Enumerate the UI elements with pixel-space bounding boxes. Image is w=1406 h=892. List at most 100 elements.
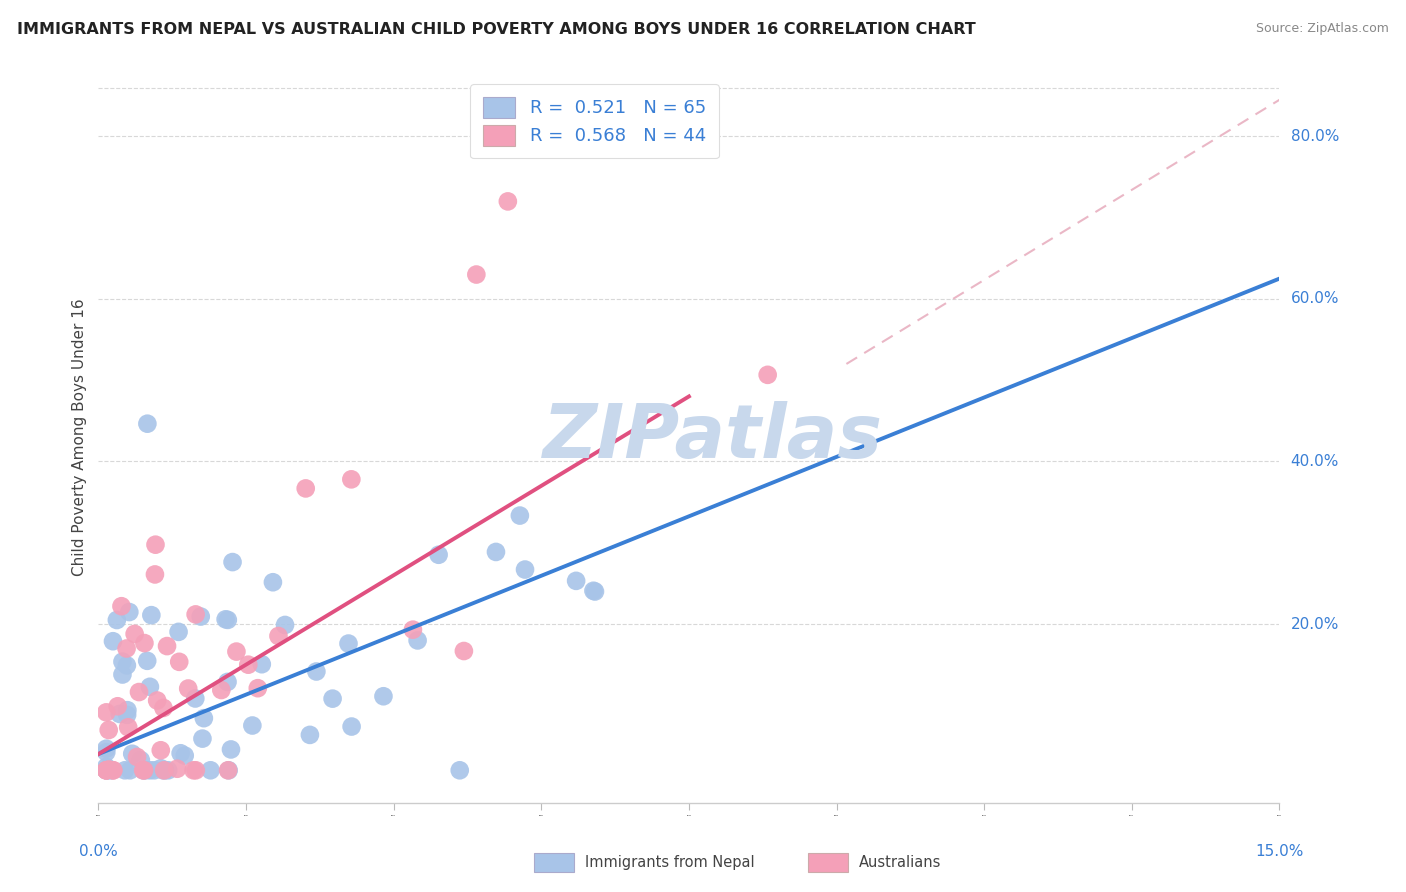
Point <box>96 764 118 778</box>
Point <box>96 764 118 778</box>
Point <box>96 741 118 756</box>
Point <box>111 655 134 669</box>
Point <box>509 508 531 523</box>
Point <box>453 644 475 658</box>
Point <box>209 683 232 698</box>
Point <box>246 681 269 696</box>
Point <box>373 690 395 704</box>
Text: 60.0%: 60.0% <box>1291 292 1339 307</box>
Point <box>136 654 159 668</box>
Point <box>496 194 519 209</box>
Point <box>305 665 328 679</box>
Point <box>274 618 297 632</box>
Point <box>139 764 162 778</box>
Point <box>96 764 118 778</box>
Point <box>101 764 124 778</box>
Point <box>225 644 247 658</box>
Point <box>153 764 176 778</box>
Point <box>217 613 239 627</box>
Point <box>96 760 118 774</box>
Point <box>100 764 122 778</box>
Point <box>152 764 174 778</box>
Point <box>191 731 214 746</box>
Point <box>756 368 779 382</box>
Point <box>132 764 155 778</box>
Point <box>250 657 273 672</box>
Point <box>134 764 156 778</box>
Point <box>217 674 239 689</box>
Text: 80.0%: 80.0% <box>1291 128 1339 144</box>
Point <box>184 764 207 778</box>
Point <box>221 555 243 569</box>
Point <box>139 680 162 694</box>
Point <box>136 417 159 431</box>
Point <box>294 482 316 496</box>
Point <box>152 701 174 715</box>
Point <box>96 706 118 720</box>
Point <box>115 707 138 722</box>
Y-axis label: Child Poverty Among Boys Under 16: Child Poverty Among Boys Under 16 <box>72 298 87 576</box>
Point <box>402 623 425 637</box>
Point <box>149 761 172 775</box>
Point <box>340 720 363 734</box>
Point <box>200 764 222 778</box>
Point <box>337 636 360 650</box>
Point <box>111 667 134 681</box>
Text: 20.0%: 20.0% <box>1291 616 1339 632</box>
Point <box>124 627 146 641</box>
Point <box>565 574 588 588</box>
Text: IMMIGRANTS FROM NEPAL VS AUSTRALIAN CHILD POVERTY AMONG BOYS UNDER 16 CORRELATIO: IMMIGRANTS FROM NEPAL VS AUSTRALIAN CHIL… <box>17 22 976 37</box>
Point <box>173 748 195 763</box>
Point <box>340 472 363 486</box>
Point <box>118 764 141 778</box>
Point <box>101 634 124 648</box>
Point <box>110 599 132 614</box>
Point <box>114 764 136 778</box>
Point <box>157 764 180 778</box>
Point <box>485 545 508 559</box>
Point <box>238 657 260 672</box>
Point <box>177 681 200 696</box>
Point <box>218 764 240 778</box>
Text: Source: ZipAtlas.com: Source: ZipAtlas.com <box>1256 22 1389 36</box>
Point <box>214 612 236 626</box>
Point <box>129 753 152 767</box>
Point <box>107 699 129 714</box>
Point <box>134 636 156 650</box>
Text: 40.0%: 40.0% <box>1291 454 1339 469</box>
Point <box>108 706 131 721</box>
Point <box>103 764 125 778</box>
Point <box>583 584 606 599</box>
Point <box>115 658 138 673</box>
Point <box>115 641 138 656</box>
Point <box>146 693 169 707</box>
Point <box>117 720 139 734</box>
Text: Immigrants from Nepal: Immigrants from Nepal <box>585 855 755 870</box>
Point <box>134 764 156 778</box>
Point <box>97 723 120 737</box>
Point <box>96 764 118 778</box>
Point <box>513 562 536 576</box>
Point <box>118 605 141 619</box>
Point <box>167 655 190 669</box>
Text: 15.0%: 15.0% <box>1256 845 1303 859</box>
Text: Australians: Australians <box>859 855 942 870</box>
Point <box>267 629 290 643</box>
Point <box>240 718 263 732</box>
Point <box>217 764 239 778</box>
Point <box>117 703 139 717</box>
Point <box>169 746 191 760</box>
Point <box>184 691 207 706</box>
Point <box>219 742 242 756</box>
Point <box>143 567 166 582</box>
Point <box>121 747 143 761</box>
Point <box>322 691 344 706</box>
Point <box>153 764 176 778</box>
Point <box>449 764 471 778</box>
Point <box>128 685 150 699</box>
Point <box>145 538 167 552</box>
Point <box>183 764 205 778</box>
Point <box>298 728 321 742</box>
Point <box>465 268 488 282</box>
Point <box>166 762 188 776</box>
